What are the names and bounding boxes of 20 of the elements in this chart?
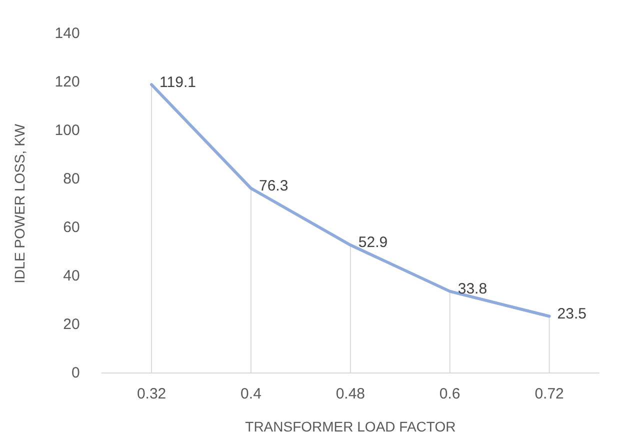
x-tick-label: 0.6 (439, 385, 460, 402)
data-label: 76.3 (258, 177, 288, 194)
y-tick-label: 80 (63, 170, 80, 188)
y-tick-label: 60 (63, 218, 80, 236)
data-label: 119.1 (160, 74, 196, 91)
y-tick-label: 120 (54, 74, 80, 91)
data-label: 52.9 (358, 234, 388, 252)
x-tick-label: 0.72 (534, 385, 564, 402)
x-axis-title: TRANSFORMER LOAD FACTOR (245, 418, 456, 434)
y-tick-label: 100 (54, 122, 80, 140)
y-tick-label: 0 (71, 364, 80, 382)
x-tick-label: 0.32 (136, 385, 166, 402)
data-label: 33.8 (458, 280, 488, 298)
y-tick-label: 140 (54, 25, 80, 42)
y-axis-title: IDLE POWER LOSS, KW (11, 123, 28, 284)
x-tick-label: 0.48 (336, 385, 366, 402)
y-tick-label: 20 (63, 316, 80, 333)
x-tick-label: 0.4 (240, 385, 262, 402)
data-label: 23.5 (557, 305, 586, 322)
y-tick-label: 40 (63, 267, 80, 284)
